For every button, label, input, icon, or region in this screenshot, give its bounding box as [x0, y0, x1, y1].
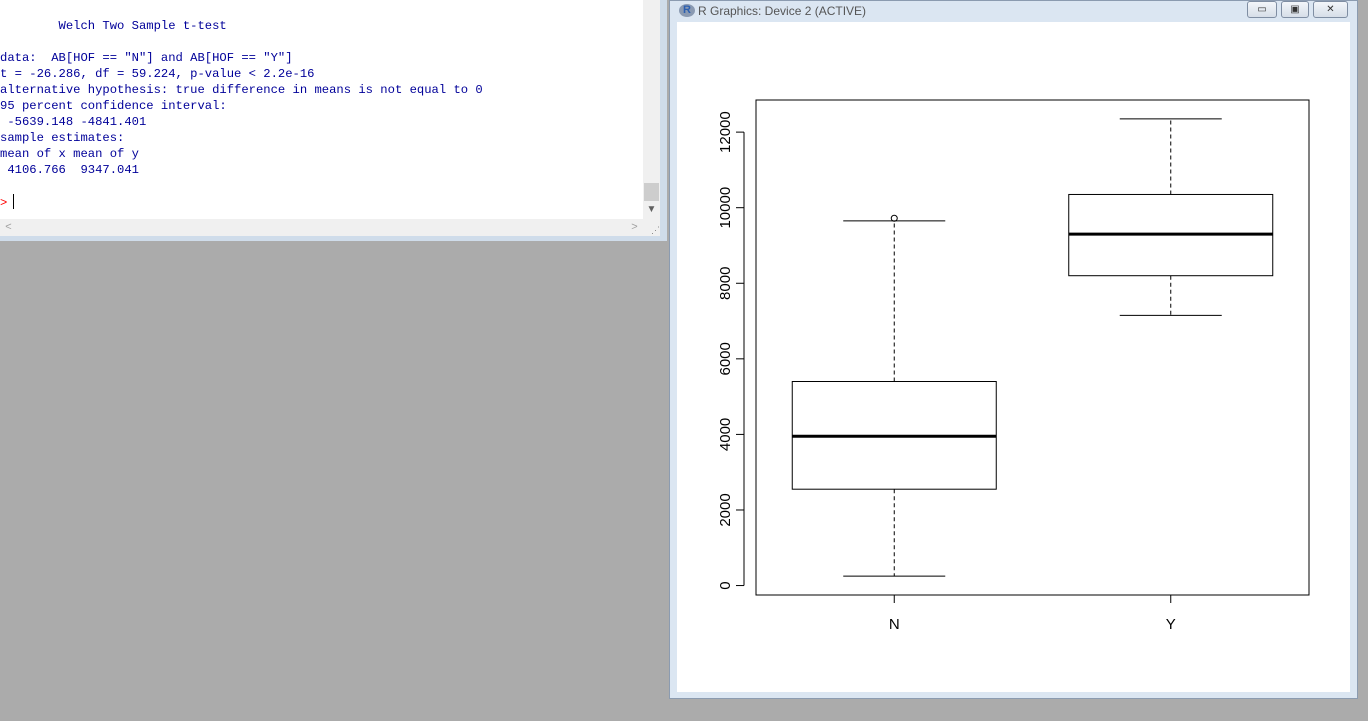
console-line: Welch Two Sample t-test [0, 19, 227, 33]
close-button[interactable]: ✕ [1313, 1, 1348, 18]
console-lines: Welch Two Sample t-test data: AB[HOF == … [0, 18, 483, 178]
y-tick-label: 6000 [717, 342, 734, 375]
console-prompt: > [0, 196, 8, 210]
scroll-right-arrow-icon[interactable]: > [631, 221, 638, 233]
boxplot-chart: 0 2000 4000 6000 8000 10000 12000 N Y [717, 99, 1310, 633]
console-input-line[interactable]: > [0, 194, 15, 210]
plot-canvas: 0 2000 4000 6000 8000 10000 12000 N Y [677, 22, 1350, 692]
maximize-button[interactable]: ▣ [1281, 1, 1309, 18]
outlier-point [890, 214, 898, 222]
console-line: 95 percent confidence interval: [0, 99, 227, 113]
y-tick-label: 10000 [717, 187, 734, 229]
minimize-button[interactable]: ▭ [1247, 1, 1277, 18]
horizontal-scrollbar[interactable]: < > [0, 219, 643, 236]
vertical-scrollbar[interactable]: ▼ [643, 0, 660, 219]
r-logo-icon: R [679, 4, 695, 17]
y-tick-label: 0 [717, 581, 734, 589]
console-line: -5639.148 -4841.401 [0, 115, 147, 129]
y-tick-label: 4000 [717, 418, 734, 451]
plot-frame [755, 99, 1310, 596]
console-line [0, 34, 483, 50]
scroll-thumb[interactable] [644, 183, 659, 201]
y-tick-label: 2000 [717, 493, 734, 526]
console-line: mean of x mean of y [0, 147, 139, 161]
y-tick-label: 8000 [717, 267, 734, 300]
graphics-window-title: R Graphics: Device 2 (ACTIVE) [698, 4, 867, 18]
x-tick-label: Y [1166, 616, 1176, 633]
console-line: alternative hypothesis: true difference … [0, 83, 483, 97]
r-graphics-window[interactable]: R R Graphics: Device 2 (ACTIVE) ▭ ▣ ✕ 0 2… [669, 0, 1358, 699]
y-tick-label: 12000 [717, 111, 734, 153]
scroll-left-arrow-icon[interactable]: < [5, 221, 12, 233]
r-console-window[interactable]: Welch Two Sample t-test data: AB[HOF == … [0, 0, 667, 241]
resize-grip-icon[interactable]: ⋰ [643, 219, 660, 236]
console-line: sample estimates: [0, 131, 125, 145]
console-line: 4106.766 9347.041 [0, 163, 139, 177]
scroll-down-arrow-icon[interactable]: ▼ [646, 204, 657, 215]
console-line: t = -26.286, df = 59.224, p-value < 2.2e… [0, 67, 315, 81]
graphics-title-bar[interactable]: R R Graphics: Device 2 (ACTIVE) ▭ ▣ ✕ [670, 1, 1357, 22]
console-line: data: AB[HOF == "N"] and AB[HOF == "Y"] [0, 51, 293, 65]
console-output[interactable]: Welch Two Sample t-test data: AB[HOF == … [0, 0, 643, 219]
x-tick-label: N [889, 616, 900, 633]
text-cursor [13, 194, 15, 209]
